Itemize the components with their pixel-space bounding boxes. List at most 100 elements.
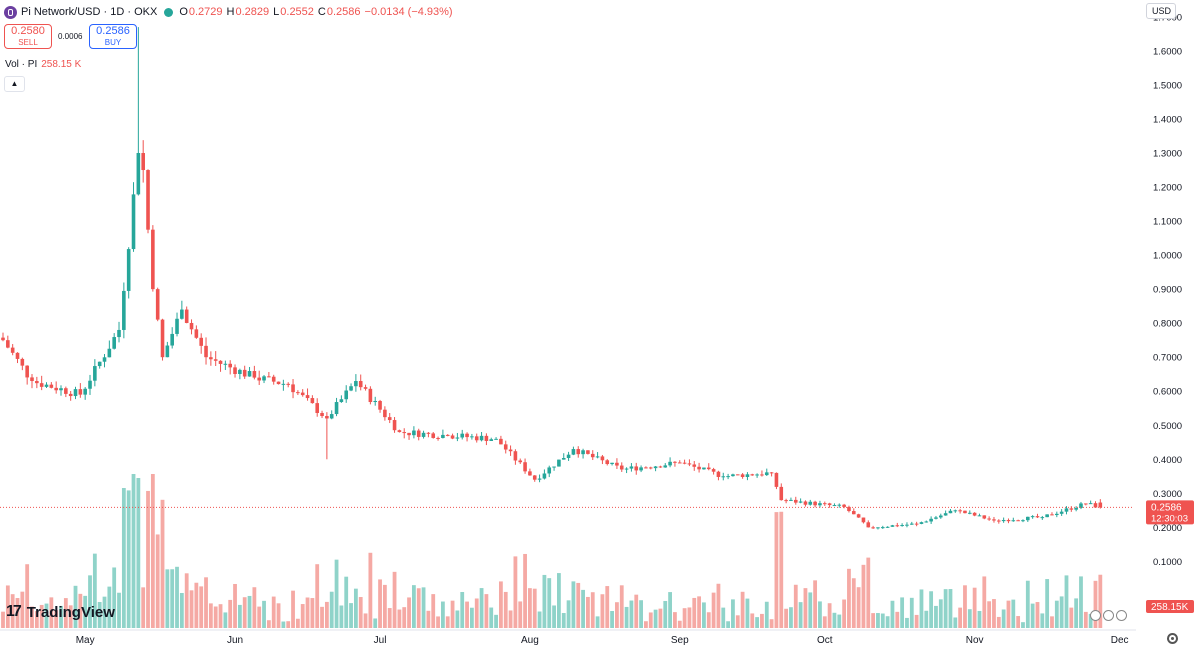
volume-bar [561,613,566,628]
volume-bar [228,599,233,628]
volume-bar [938,599,943,628]
candle-body [126,249,131,291]
countdown-label: 12:30:03 [1151,513,1188,524]
lightning-icon[interactable] [1090,610,1101,621]
volume-bar [1011,599,1016,628]
candle-body [465,433,469,438]
volume-bar [392,571,397,628]
candle-body [450,435,455,439]
volume-bar [450,600,455,628]
candle-body [813,501,817,506]
candle-body [378,400,382,410]
volume-bar [542,574,547,628]
volume-bar [851,578,856,628]
volume-bar [803,588,808,628]
volume-bar [798,602,803,628]
volume-bar [78,593,83,628]
y-tick-label: 1.2000 [1153,183,1182,194]
candle-body [982,515,987,519]
candle-body [624,468,629,470]
flag-icon[interactable] [1103,610,1114,621]
last-price-label: 0.2586 [1151,502,1182,513]
volume-bar [213,606,218,628]
candle-body [460,433,465,438]
volume-bar [63,598,68,628]
volume-bar [721,607,726,628]
flag-icon[interactable] [1116,610,1127,621]
candle-body [291,384,295,393]
volume-bar [252,587,257,628]
candle-body [445,434,450,436]
volume-bar [745,598,750,628]
candle-body [402,432,407,434]
volume-bar [146,490,150,628]
volume-bar [387,608,392,628]
volume-bar [1098,574,1103,628]
volume-bar [271,596,276,628]
candle-body [329,414,334,419]
candle-body [827,503,832,506]
candle-body [552,466,556,468]
volume-bar [658,608,663,628]
candle-body [10,347,15,353]
candle-body [296,392,300,394]
candle-body [561,458,566,460]
volume-bar [494,614,498,628]
volume-bar [760,613,764,628]
volume-bar [20,591,25,628]
sell-button[interactable]: 0.2580 SELL [4,24,52,49]
volume-bar [871,613,876,628]
candle-body [610,462,614,465]
settings-icon[interactable] [1167,633,1178,644]
candlesticks [1,27,1103,530]
candle-body [755,474,759,476]
candle-body [170,333,174,346]
candle-body [218,360,223,364]
currency-select[interactable]: USD [1146,3,1176,19]
candle-body [842,504,846,507]
tradingview-logo[interactable]: 17 TradingView [6,603,115,621]
volume-bar [1016,616,1021,628]
volume-bar [10,594,15,628]
candle-body [213,359,218,361]
candle-body [890,525,895,527]
volume-bar [885,616,890,628]
volume-bar [1006,600,1011,628]
volume-bar [900,597,905,628]
volume-bar [963,585,967,628]
candle-body [977,515,982,517]
volume-bar [605,586,610,628]
brand-name: TradingView [26,603,115,621]
buy-label: BUY [104,38,122,47]
buy-button[interactable]: 0.2586 BUY [89,24,137,49]
volume-badge-label: 258.15K [1151,602,1189,613]
candle-body [122,290,126,330]
volume-bar [49,597,54,628]
candle-body [25,365,29,378]
volume-bar [740,591,745,628]
volume-bar [692,597,697,628]
volume-bar [619,585,624,628]
candle-body [658,466,663,468]
candle-body [687,463,692,465]
volume-bar [552,605,556,628]
volume-bar [706,612,711,628]
volume-bar [992,599,996,628]
collapse-icon[interactable]: ▲ [4,76,25,92]
volume-bar [34,611,39,628]
event-icons[interactable] [1090,610,1129,621]
candle-body [368,388,373,403]
volume-bar [30,606,34,628]
volume-bar [958,607,963,628]
candle-body [779,486,784,501]
x-tick-label: Dec [1111,635,1129,646]
symbol-title[interactable]: Pi Network/USD · 1D · OKX [21,6,158,18]
candle-body [663,465,668,468]
candle-body [644,467,648,469]
candle-body [532,475,537,480]
volume-bar [1054,600,1059,628]
candle-body [905,524,909,526]
candle-body [721,476,726,478]
volume-bar [673,612,677,628]
